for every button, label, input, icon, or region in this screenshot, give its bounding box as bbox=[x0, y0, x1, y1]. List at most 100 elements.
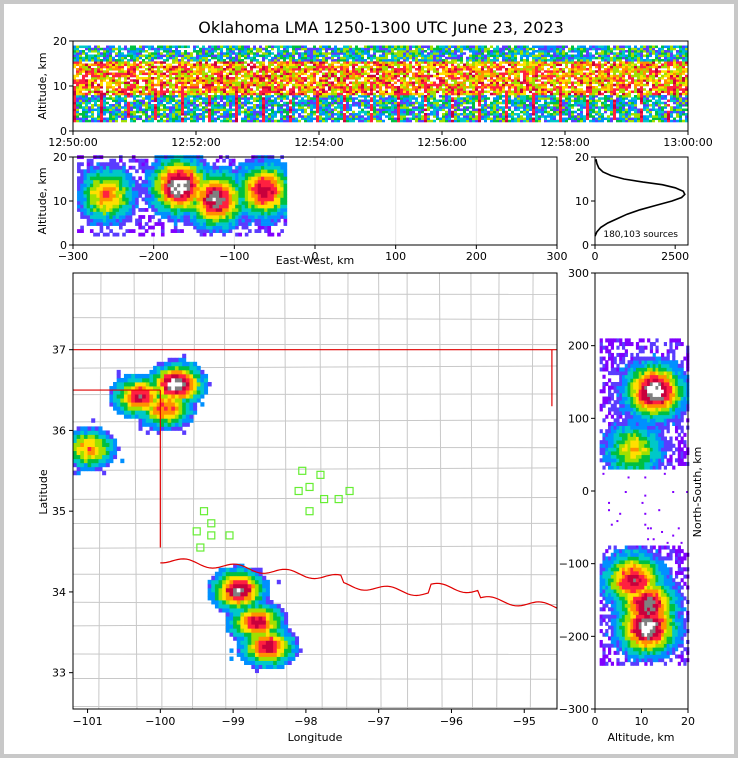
time-height-cell bbox=[172, 115, 175, 118]
time-height-cell bbox=[139, 101, 142, 105]
time-height-cell bbox=[556, 61, 559, 64]
time-height-cell bbox=[406, 52, 409, 55]
time-height-cell bbox=[478, 47, 481, 51]
time-height-cell bbox=[451, 113, 454, 116]
time-height-cell bbox=[295, 63, 298, 67]
time-height-cell bbox=[502, 65, 505, 69]
time-height-cell bbox=[370, 74, 373, 78]
time-height-cell bbox=[514, 54, 517, 58]
time-height-cell bbox=[214, 50, 217, 53]
time-height-cell bbox=[130, 115, 133, 118]
time-height-cell bbox=[424, 81, 427, 85]
time-height-cell bbox=[523, 65, 526, 69]
time-height-cell bbox=[553, 97, 556, 100]
time-height-cell bbox=[544, 74, 547, 78]
time-height-cell bbox=[586, 50, 589, 53]
time-height-cell bbox=[535, 72, 538, 76]
time-height-cell bbox=[163, 115, 166, 118]
time-height-cell bbox=[211, 117, 214, 121]
time-height-cell bbox=[562, 77, 565, 80]
time-height-cell bbox=[184, 65, 187, 69]
time-height-cell bbox=[226, 108, 229, 112]
time-height-cell bbox=[322, 79, 325, 82]
time-height-cell bbox=[184, 81, 187, 85]
time-height-cell bbox=[460, 119, 463, 123]
time-height-cell bbox=[589, 74, 592, 78]
time-height-cell bbox=[91, 81, 94, 85]
time-height-cell bbox=[529, 95, 532, 98]
time-height-cell bbox=[385, 81, 388, 85]
time-height-cell bbox=[547, 104, 550, 107]
time-height-cell bbox=[415, 54, 418, 58]
time-height-cell bbox=[133, 50, 136, 53]
time-height-cell bbox=[229, 101, 232, 105]
time-height-cell bbox=[337, 88, 340, 91]
time-height-cell bbox=[358, 50, 361, 53]
time-height-cell bbox=[142, 79, 145, 82]
time-height-cell bbox=[328, 63, 331, 67]
time-height-cell bbox=[238, 77, 241, 80]
time-height-cell bbox=[97, 104, 100, 107]
time-height-cell bbox=[229, 115, 232, 118]
time-height-cell bbox=[484, 59, 487, 62]
time-height-cell bbox=[181, 117, 184, 121]
time-height-cell bbox=[550, 79, 553, 82]
time-height-cell bbox=[388, 70, 391, 73]
time-height-cell bbox=[310, 117, 313, 121]
time-height-cell bbox=[430, 74, 433, 78]
time-height-cell bbox=[82, 113, 85, 116]
time-height-cell bbox=[466, 86, 469, 89]
time-height-cell bbox=[436, 70, 439, 73]
time-height-cell bbox=[394, 104, 397, 107]
time-height-cell bbox=[235, 90, 238, 94]
time-height-cell bbox=[499, 47, 502, 51]
time-height-cell bbox=[172, 59, 175, 62]
time-height-cell bbox=[127, 115, 130, 118]
time-height-cell bbox=[535, 99, 538, 103]
time-height-cell bbox=[277, 61, 280, 64]
time-height-cell bbox=[256, 115, 259, 118]
time-height-cell bbox=[505, 83, 508, 87]
time-height-cell bbox=[286, 77, 289, 80]
time-height-cell bbox=[214, 88, 217, 91]
time-height-cell bbox=[376, 56, 379, 60]
time-height-cell bbox=[223, 79, 226, 82]
time-height-cell bbox=[76, 117, 79, 121]
time-height-cell bbox=[274, 54, 277, 58]
time-height-cell bbox=[124, 108, 127, 112]
time-height-cell bbox=[160, 88, 163, 91]
time-height-cell bbox=[373, 74, 376, 78]
time-height-cell bbox=[391, 52, 394, 55]
time-height-cell bbox=[364, 88, 367, 91]
time-height-cell bbox=[73, 54, 76, 58]
time-height-cell bbox=[208, 86, 211, 89]
time-height-cell bbox=[154, 77, 157, 80]
time-height-cell bbox=[436, 77, 439, 80]
time-height-cell bbox=[571, 68, 574, 71]
time-height-cell bbox=[391, 74, 394, 78]
time-height-cell bbox=[457, 81, 460, 85]
time-height-cell bbox=[409, 61, 412, 64]
time-height-cell bbox=[85, 88, 88, 91]
time-height-cell bbox=[244, 65, 247, 69]
time-height-cell bbox=[163, 106, 166, 109]
time-height-cell bbox=[286, 95, 289, 98]
time-height-cell bbox=[241, 54, 244, 58]
time-height-cell bbox=[427, 115, 430, 118]
time-height-cell bbox=[181, 99, 184, 103]
time-height-cell bbox=[127, 113, 130, 116]
time-height-cell bbox=[565, 108, 568, 112]
time-height-cell bbox=[496, 63, 499, 67]
time-height-cell bbox=[592, 61, 595, 64]
time-height-cell bbox=[325, 97, 328, 100]
time-height-cell bbox=[100, 95, 103, 98]
time-height-cell bbox=[322, 54, 325, 58]
time-height-cell bbox=[331, 101, 334, 105]
time-height-cell bbox=[130, 86, 133, 89]
time-height-cell bbox=[82, 74, 85, 78]
time-height-cell bbox=[457, 90, 460, 94]
time-height-cell bbox=[433, 70, 436, 73]
time-height-cell bbox=[94, 99, 97, 103]
time-height-cell bbox=[568, 106, 571, 109]
time-height-cell bbox=[88, 86, 91, 89]
